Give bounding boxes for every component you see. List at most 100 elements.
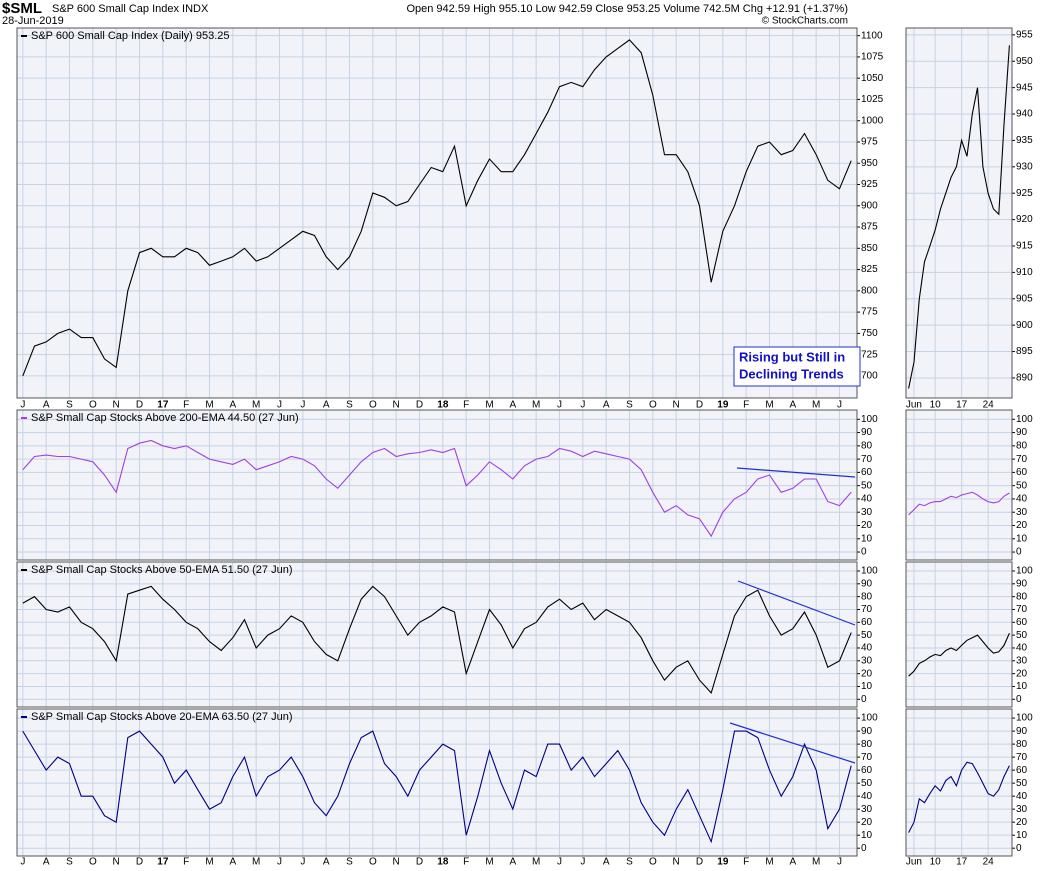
y-tick-label: 925: [1016, 188, 1033, 199]
y-tick-label: 1050: [861, 73, 884, 84]
y-tick-label: 30: [861, 655, 873, 666]
x-tick-label: D: [696, 857, 703, 868]
y-tick-label: 50: [861, 630, 873, 641]
x-tick-label: J: [837, 400, 842, 411]
y-tick-label: 0: [1016, 843, 1022, 854]
y-tick-label: 955: [1016, 30, 1033, 41]
x-tick-label: A: [789, 400, 796, 411]
x-tick-label: J: [580, 857, 585, 868]
x-tick-label: A: [43, 857, 50, 868]
x-tick-label: D: [136, 400, 143, 411]
y-tick-label: 20: [1016, 520, 1028, 531]
x-tick-label: M: [812, 857, 820, 868]
y-tick-label: 905: [1016, 293, 1033, 304]
x-tick-label: A: [323, 400, 330, 411]
x-tick-label: J: [20, 400, 25, 411]
y-tick-label: 10: [861, 533, 873, 544]
x-tick-label: O: [369, 400, 377, 411]
y-tick-label: 40: [861, 791, 873, 802]
x-tick-label: A: [323, 857, 330, 868]
y-tick-label: 950: [861, 158, 878, 169]
x-tick-label: 10: [930, 857, 942, 868]
x-tick-label: J: [300, 400, 305, 411]
y-tick-label: 950: [1016, 56, 1033, 67]
y-tick-label: 925: [861, 179, 878, 190]
x-tick-label: N: [113, 857, 120, 868]
panel-border: [16, 708, 858, 857]
series-line: [22, 439, 852, 538]
y-tick-label: 890: [1016, 373, 1033, 384]
panel: [906, 28, 1012, 398]
panel-border: [905, 708, 1013, 857]
y-tick-label: 60: [861, 467, 873, 478]
y-tick-label: 50: [1016, 778, 1028, 789]
x-tick-label: J: [300, 857, 305, 868]
symbol: $SML: [2, 0, 42, 17]
series-line: [908, 632, 1010, 677]
x-tick-label: S: [346, 400, 353, 411]
x-tick-label: O: [89, 400, 97, 411]
y-tick-label: 80: [861, 739, 873, 750]
series-line: [908, 491, 1010, 516]
panel-title: S&P Small Cap Stocks Above 200-EMA 44.50…: [31, 412, 299, 424]
y-tick-label: 90: [861, 726, 873, 737]
y-tick-label: 50: [1016, 480, 1028, 491]
y-tick-label: 80: [1016, 739, 1028, 750]
y-tick-label: 915: [1016, 241, 1033, 252]
y-tick-label: 0: [1016, 547, 1022, 558]
y-tick-label: 10: [1016, 830, 1028, 841]
x-tick-label: M: [205, 400, 213, 411]
y-tick-label: 60: [861, 617, 873, 628]
x-tick-label: O: [89, 857, 97, 868]
y-tick-label: 20: [861, 520, 873, 531]
x-tick-label: D: [416, 857, 423, 868]
y-tick-label: 60: [1016, 617, 1028, 628]
x-tick-label: S: [626, 857, 633, 868]
y-tick-label: 30: [1016, 507, 1028, 518]
y-tick-label: 20: [861, 668, 873, 679]
x-tick-label: D: [136, 857, 143, 868]
y-tick-label: 100: [1016, 566, 1033, 577]
y-tick-label: 1000: [861, 115, 884, 126]
x-tick-label: 17: [956, 400, 968, 411]
x-tick-label: O: [369, 857, 377, 868]
y-tick-label: 850: [861, 243, 878, 254]
panel-title: S&P Small Cap Stocks Above 20-EMA 63.50 …: [31, 711, 293, 723]
x-tick-label: N: [393, 857, 400, 868]
x-tick-label: 17: [157, 857, 169, 868]
y-tick-label: 80: [861, 440, 873, 451]
x-tick-label: Jun: [906, 400, 922, 411]
x-tick-label: S: [346, 857, 353, 868]
series-line: [908, 45, 1010, 389]
y-tick-label: 10: [1016, 533, 1028, 544]
y-tick-label: 900: [1016, 320, 1033, 331]
stats: Open 942.59 High 955.10 Low 942.59 Close…: [406, 3, 848, 15]
y-tick-label: 20: [1016, 817, 1028, 828]
y-tick-label: 60: [1016, 765, 1028, 776]
panel-title: S&P Small Cap Stocks Above 50-EMA 51.50 …: [31, 564, 293, 576]
x-tick-label: M: [205, 857, 213, 868]
y-tick-label: 975: [861, 137, 878, 148]
x-tick-label: S: [66, 857, 73, 868]
y-tick-label: 60: [861, 765, 873, 776]
y-tick-label: 10: [861, 830, 873, 841]
x-tick-label: 17: [157, 400, 169, 411]
y-tick-label: 90: [861, 578, 873, 589]
y-tick-label: 100: [861, 566, 878, 577]
y-tick-label: 30: [861, 507, 873, 518]
x-tick-label: J: [557, 857, 562, 868]
y-tick-label: 0: [861, 843, 867, 854]
trend-line: [736, 467, 856, 478]
x-tick-label: 24: [983, 857, 995, 868]
panel-border: [16, 27, 858, 399]
y-tick-label: 10: [1016, 681, 1028, 692]
y-tick-label: 900: [861, 200, 878, 211]
x-tick-label: D: [416, 400, 423, 411]
y-tick-label: 50: [861, 778, 873, 789]
panel: [17, 709, 857, 856]
panel-title: S&P 600 Small Cap Index (Daily) 953.25: [31, 30, 230, 42]
x-tick-label: F: [463, 857, 469, 868]
x-tick-label: J: [837, 857, 842, 868]
y-tick-label: 60: [1016, 467, 1028, 478]
panel-border: [905, 561, 1013, 708]
